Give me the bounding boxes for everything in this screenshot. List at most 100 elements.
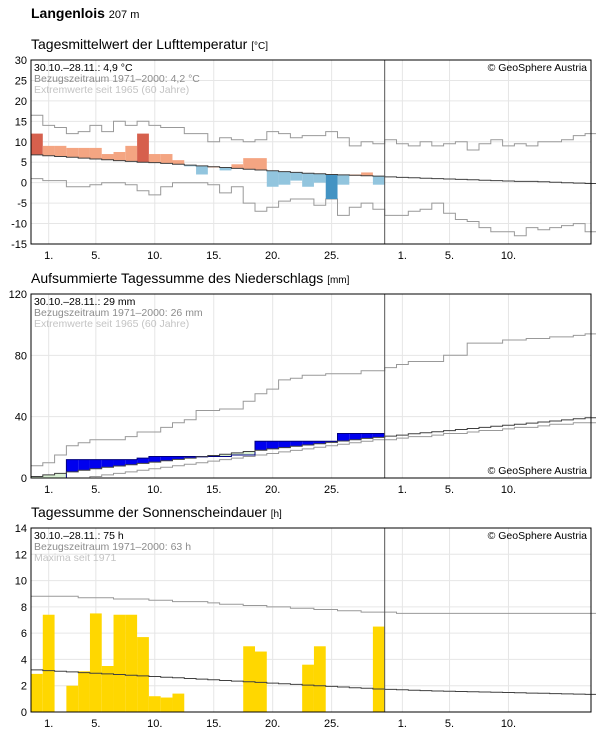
sun-sunshine-bar [137,637,149,712]
precip-min-line [31,422,596,479]
sun-reference-line [31,669,596,695]
sun-xtick-label: 5. [445,718,454,729]
precip-difference-bar [184,456,197,459]
precip-difference-bar [361,433,373,439]
precip-copyright: © GeoSphere Austria [488,465,588,477]
sun-sunshine-bar [255,651,267,712]
precip-difference-bar [66,459,79,472]
temp-anomaly-bar [313,173,326,183]
temp-anomaly-bar [196,165,208,175]
temp-ytick-label: -5 [17,198,27,210]
precip-xtick-label: 1. [398,484,407,496]
precip-info-extremes: Extremwerte seit 1965 (60 Jahre) [34,318,189,330]
sun-max-line [31,595,596,614]
sun-sunshine-bar [78,671,90,712]
precip-difference-bar [337,433,350,442]
sun-ytick-label: 0 [21,707,27,719]
temp-anomaly-bar [290,172,303,181]
precip-difference-bar [325,441,338,443]
temp-ytick-label: 5 [21,157,27,169]
precip-difference-bar [89,459,102,469]
temp-xtick-label: 10. [501,250,516,262]
temp-plot-frame [30,59,592,245]
sun-sunshine-bar [148,696,161,712]
sun-xtick-label: 1. [398,718,407,729]
temp-xtick-label: 20. [265,250,280,262]
precip-difference-bar [137,458,149,464]
sun-xtick-label: 1. [44,718,53,729]
precip-difference-bar [243,451,255,455]
temp-anomaly-bar [231,164,244,169]
temperature-title-text: Tagesmittelwert der Lufttemperatur [31,36,248,52]
sun-sunshine-bar [313,646,326,712]
temp-anomaly-bar [89,147,102,159]
precip-difference-bar [219,454,232,457]
temp-anomaly-bar [266,170,279,187]
sun-ytick-label: 8 [21,602,27,614]
temp-xtick-label: 1. [44,250,53,262]
sun-xtick-label: 10. [501,718,516,729]
precipitation-chart-title: Aufsummierte Tagessumme des Niederschlag… [31,270,349,286]
temp-info-extremes: Extremwerte seit 1965 (60 Jahre) [34,84,189,96]
precip-ytick-label: 40 [15,412,27,424]
temp-anomaly-bar [54,145,67,157]
precip-ytick-label: 0 [21,473,27,485]
precip-difference-bar [372,433,385,438]
precip-difference-bar [313,441,326,444]
sun-info-extremes: Maxima seit 1971 [34,552,116,564]
sun-sunshine-bar [125,614,138,712]
temp-xtick-label: 5. [445,250,454,262]
precip-difference-bar [290,441,303,447]
precip-difference-bar [349,433,362,440]
precip-xtick-label: 10. [147,484,162,496]
sun-plot-frame [30,527,592,713]
precip-xtick-label: 5. [91,484,100,496]
precip-info-current: 30.10.–28.11.: 29 mm [34,296,136,308]
sunshine-title-text: Tagessumme der Sonnenscheindauer [31,504,267,520]
precip-difference-bar [54,473,67,478]
precip-difference-bar [255,441,267,451]
sun-ytick-label: 10 [15,576,27,588]
temp-max-line [31,114,596,151]
temp-ytick-label: 0 [21,178,27,190]
temp-anomaly-bar [255,158,267,170]
precip-xtick-label: 10. [501,484,516,496]
temp-ytick-label: 30 [15,55,27,67]
temp-anomaly-bar [372,176,385,185]
temp-anomaly-bar [148,154,161,163]
temperature-unit: [°C] [251,41,268,52]
temp-anomaly-bar [137,133,149,163]
temperature-chart-title: Tagesmittelwert der Lufttemperatur [°C] [31,36,268,52]
sun-ytick-label: 12 [15,549,27,561]
precip-xtick-label: 25. [324,484,339,496]
sun-sunshine-bar [89,613,102,712]
temp-ytick-label: 15 [15,116,27,128]
temp-ytick-label: 10 [15,137,27,149]
station-header: Langenlois 207 m [31,5,139,21]
sun-xtick-label: 25. [324,718,339,729]
sun-copyright: © GeoSphere Austria [488,530,588,542]
temp-xtick-label: 5. [91,250,100,262]
temp-anomaly-bar [42,145,55,156]
temp-anomaly-bar [325,174,338,200]
temp-reference-line [31,154,596,184]
precip-ytick-label: 120 [9,289,27,301]
temp-anomaly-bar [160,154,173,164]
precip-difference-bar [113,459,126,467]
temp-anomaly-bar [113,152,126,161]
temp-copyright: © GeoSphere Austria [488,62,588,74]
temp-anomaly-bar [125,145,138,162]
temp-ytick-label: -10 [11,219,27,231]
precipitation-unit: [mm] [327,275,350,286]
sunshine-chart-title: Tagessumme der Sonnenscheindauer [h] [31,504,282,520]
sun-sunshine-bar [66,685,79,712]
precip-difference-bar [42,474,55,478]
precip-max-line [31,333,596,467]
temp-anomaly-bar [78,147,90,159]
temp-info-reference: Bezugszeitraum 1971–2000: 4,2 °C [34,73,200,85]
sun-sunshine-bar [243,646,255,712]
temp-anomaly-bar [172,160,185,165]
precip-plot-frame [30,293,592,479]
temp-xtick-label: 25. [324,250,339,262]
sun-sunshine-bar [42,614,55,712]
